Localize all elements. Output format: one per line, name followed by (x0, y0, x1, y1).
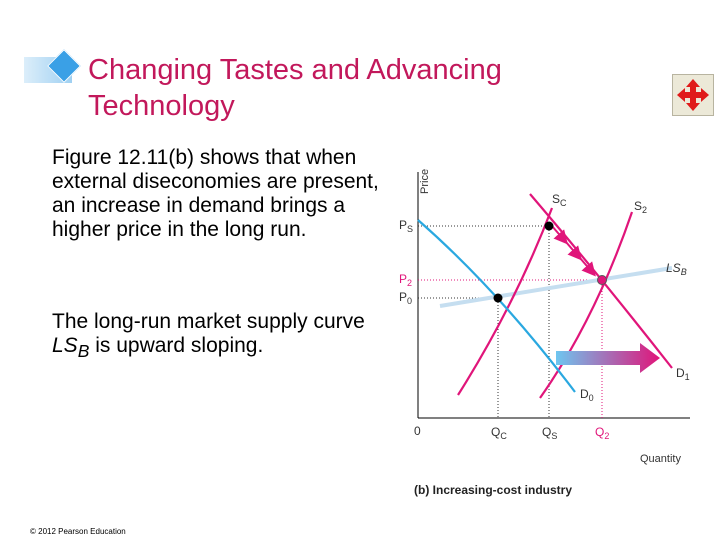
x-tick-qc: QC (491, 425, 507, 441)
guide-ps-qs (418, 225, 550, 418)
adjust-arrow-1 (551, 225, 568, 245)
short-run-equilibrium-point (544, 221, 554, 231)
d-1-curve (529, 193, 673, 369)
initial-equilibrium-point (493, 293, 503, 303)
move-arrows-button[interactable] (672, 74, 714, 116)
move-arrows-icon (677, 79, 709, 111)
increasing-cost-chart: Price Quantity 0 SC S2 LSB D1 D0 PS P2 P… (399, 169, 690, 497)
long-run-equilibrium-point (597, 275, 607, 285)
y-tick-ps: PS (399, 218, 413, 234)
paragraph-lsb-description: The long-run market supply curve LSB is … (52, 310, 382, 363)
y-tick-p2: P2 (399, 272, 412, 288)
s-c-curve (457, 207, 554, 396)
slide-title: Changing Tastes and Advancing Technology (88, 54, 502, 122)
s-c-label: SC (552, 192, 567, 208)
d-0-label: D0 (580, 387, 594, 403)
paragraph2-ls: LS (52, 334, 78, 357)
adjust-arrow-3 (579, 257, 596, 277)
x-axis-label: Quantity (640, 453, 681, 465)
chart-caption: (b) Increasing-cost industry (414, 483, 572, 497)
adjust-arrow-2 (565, 241, 582, 261)
ls-b-label: LSB (666, 261, 687, 277)
s-2-curve (539, 211, 634, 399)
paragraph2-ls-sub: B (77, 341, 90, 362)
ls-b-curve (439, 266, 673, 308)
s-2-label: S2 (634, 199, 647, 215)
y-tick-p0: P0 (399, 290, 412, 306)
origin-label: 0 (414, 424, 421, 438)
demand-shift-arrow (556, 343, 660, 373)
x-tick-qs: QS (542, 425, 557, 441)
guide-p0-qc (418, 297, 499, 418)
paragraph2-prefix: The long-run market supply curve (52, 310, 365, 333)
x-tick-q2: Q2 (595, 425, 609, 441)
d-1-label: D1 (676, 366, 690, 382)
copyright-text: © 2012 Pearson Education (30, 527, 126, 536)
y-axis-label: Price (419, 169, 431, 194)
paragraph-figure-description: Figure 12.11(b) shows that when external… (52, 146, 379, 241)
guide-p2-q2 (418, 279, 603, 418)
paragraph2-suffix: is upward sloping. (89, 334, 264, 357)
